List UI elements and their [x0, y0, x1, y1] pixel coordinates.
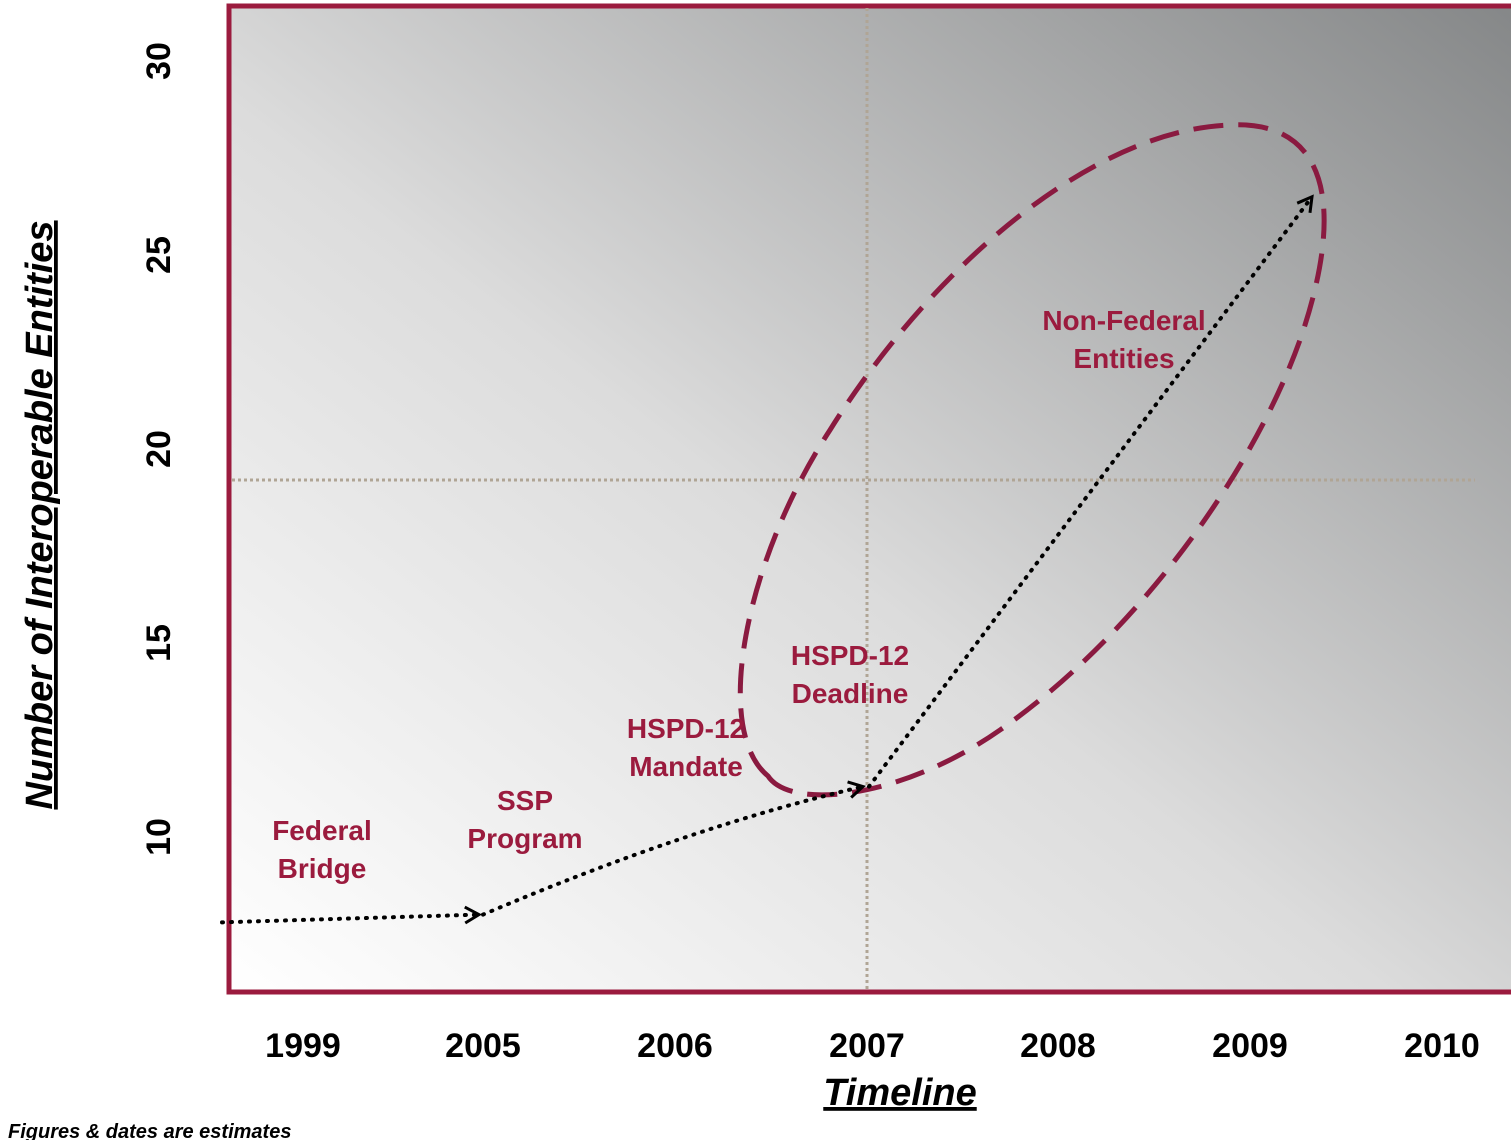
plot-area — [226, 3, 1511, 995]
x-tick-label: 2005 — [445, 1027, 521, 1065]
x-tick-label: 2009 — [1212, 1027, 1288, 1065]
trend-arrow — [220, 905, 483, 925]
footnote: Figures & dates are estimates — [8, 1121, 291, 1140]
highlight-ellipse — [737, 122, 1327, 798]
y-axis-title: Number of Interoperable Entities — [19, 220, 61, 809]
annotation-line: SSP — [497, 785, 553, 816]
x-axis-title: Timeline — [823, 1072, 976, 1114]
y-axis-ticks: 10 15 20 25 30 — [140, 42, 178, 856]
x-tick-label: 2010 — [1404, 1027, 1480, 1065]
x-tick-label: 2006 — [637, 1027, 713, 1065]
x-tick-label: 1999 — [265, 1027, 341, 1065]
annotation-line: Federal — [272, 815, 372, 846]
annotation-line: Program — [467, 823, 582, 854]
y-tick-label: 15 — [140, 624, 178, 662]
y-tick-label: 30 — [140, 42, 178, 80]
annotation-line: Non-Federal — [1042, 305, 1205, 336]
trend-arrow — [481, 780, 866, 917]
trend-arrows — [220, 194, 1314, 925]
annotation-label: SSP Program — [467, 785, 582, 854]
trend-arrow — [867, 194, 1314, 789]
y-tick-label: 10 — [140, 818, 178, 856]
annotation-label: HSPD-12 Mandate — [627, 713, 745, 782]
y-tick-label: 25 — [140, 236, 178, 274]
annotation-line: HSPD-12 — [627, 713, 745, 744]
annotation-line: Bridge — [278, 853, 367, 884]
annotation-label: HSPD-12 Deadline — [791, 640, 909, 709]
annotation-line: Entities — [1073, 343, 1174, 374]
y-tick-label: 20 — [140, 430, 178, 468]
annotation-line: Deadline — [792, 678, 909, 709]
x-tick-label: 2007 — [829, 1027, 905, 1065]
x-axis-ticks: 1999 2005 2006 2007 2008 2009 2010 — [265, 1027, 1480, 1065]
grid-lines — [232, 8, 1475, 990]
annotation-label: Non-Federal Entities — [1042, 305, 1205, 374]
annotation-line: HSPD-12 — [791, 640, 909, 671]
annotation-label: Federal Bridge — [272, 815, 372, 884]
x-tick-label: 2008 — [1020, 1027, 1096, 1065]
annotation-line: Mandate — [629, 751, 743, 782]
